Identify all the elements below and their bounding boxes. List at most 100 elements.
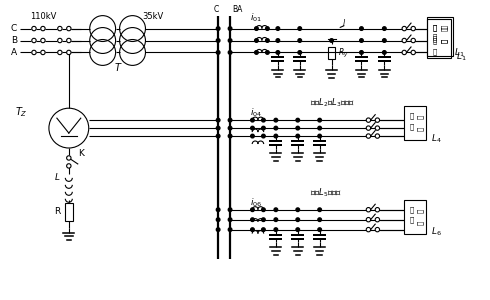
Circle shape xyxy=(274,208,278,211)
Circle shape xyxy=(402,26,406,31)
Circle shape xyxy=(298,51,301,54)
Circle shape xyxy=(228,51,232,54)
Circle shape xyxy=(383,27,386,30)
Circle shape xyxy=(41,26,45,31)
Circle shape xyxy=(216,134,220,138)
Text: 荷: 荷 xyxy=(433,35,437,42)
Circle shape xyxy=(255,39,258,42)
Circle shape xyxy=(32,50,36,55)
Circle shape xyxy=(298,27,301,30)
Circle shape xyxy=(411,26,416,31)
Text: $L_1$: $L_1$ xyxy=(454,46,465,59)
Circle shape xyxy=(274,126,278,130)
Circle shape xyxy=(262,218,265,221)
Circle shape xyxy=(41,38,45,43)
Circle shape xyxy=(266,51,269,54)
Circle shape xyxy=(360,39,363,42)
Circle shape xyxy=(255,27,258,30)
Text: 荷: 荷 xyxy=(409,123,414,130)
Bar xyxy=(328,47,335,59)
Circle shape xyxy=(216,27,220,30)
Text: 110kV: 110kV xyxy=(30,12,56,21)
Circle shape xyxy=(375,134,380,138)
Text: 负: 负 xyxy=(409,206,414,212)
Circle shape xyxy=(330,39,333,42)
Circle shape xyxy=(366,118,370,122)
Text: 线: 线 xyxy=(441,25,448,29)
Text: 线: 线 xyxy=(416,208,423,213)
Text: $T_Z$: $T_Z$ xyxy=(15,105,27,119)
Text: C: C xyxy=(214,5,219,14)
Text: B: B xyxy=(11,36,17,45)
Text: 35kV: 35kV xyxy=(142,12,163,21)
Text: $i_{06}$: $i_{06}$ xyxy=(250,196,262,209)
Circle shape xyxy=(411,38,416,43)
Circle shape xyxy=(274,228,278,231)
Circle shape xyxy=(32,38,36,43)
Circle shape xyxy=(318,228,321,231)
Circle shape xyxy=(216,51,220,54)
Circle shape xyxy=(296,126,299,130)
Circle shape xyxy=(228,27,232,30)
Text: $l$: $l$ xyxy=(343,17,346,28)
Bar xyxy=(404,106,426,140)
Circle shape xyxy=(67,50,71,55)
Circle shape xyxy=(251,134,254,138)
Circle shape xyxy=(58,26,62,31)
Circle shape xyxy=(375,126,380,130)
Text: 路: 路 xyxy=(416,221,423,225)
Text: K: K xyxy=(78,149,84,158)
Text: 路: 路 xyxy=(416,127,423,131)
Text: A: A xyxy=(11,48,17,57)
Text: $L_6$: $L_6$ xyxy=(431,226,441,238)
Circle shape xyxy=(67,164,71,168)
Circle shape xyxy=(251,228,254,231)
Circle shape xyxy=(366,208,370,212)
Bar xyxy=(65,203,73,221)
Circle shape xyxy=(262,208,265,211)
Circle shape xyxy=(67,156,71,160)
Circle shape xyxy=(375,218,380,222)
Circle shape xyxy=(251,208,254,211)
Text: BA: BA xyxy=(232,5,243,14)
Circle shape xyxy=(228,208,232,211)
Circle shape xyxy=(251,126,254,130)
Circle shape xyxy=(296,218,299,221)
Circle shape xyxy=(298,39,301,42)
Circle shape xyxy=(228,218,232,221)
Circle shape xyxy=(266,39,269,42)
Circle shape xyxy=(276,39,280,42)
Circle shape xyxy=(402,38,406,43)
Text: 荷: 荷 xyxy=(409,217,414,224)
Circle shape xyxy=(318,208,321,211)
Circle shape xyxy=(296,228,299,231)
Circle shape xyxy=(296,134,299,138)
Circle shape xyxy=(216,39,220,42)
Circle shape xyxy=(41,50,45,55)
Text: L: L xyxy=(54,173,59,182)
Text: C: C xyxy=(11,24,17,33)
Text: $i_{01}$: $i_{01}$ xyxy=(250,11,262,24)
Circle shape xyxy=(360,51,363,54)
Circle shape xyxy=(276,51,280,54)
Text: 路: 路 xyxy=(441,38,448,43)
Circle shape xyxy=(296,118,299,122)
Circle shape xyxy=(366,218,370,222)
Circle shape xyxy=(251,118,254,122)
Circle shape xyxy=(216,228,220,231)
Circle shape xyxy=(276,27,280,30)
Circle shape xyxy=(318,126,321,130)
Circle shape xyxy=(228,39,232,42)
Circle shape xyxy=(255,51,258,54)
Circle shape xyxy=(58,38,62,43)
Circle shape xyxy=(228,126,232,130)
Text: $L_1$: $L_1$ xyxy=(456,50,466,63)
Text: 路: 路 xyxy=(441,39,448,44)
Circle shape xyxy=(251,218,254,221)
Circle shape xyxy=(296,208,299,211)
Circle shape xyxy=(216,218,220,221)
Text: 线: 线 xyxy=(416,115,423,119)
Text: $R_y$: $R_y$ xyxy=(338,47,348,60)
Circle shape xyxy=(318,118,321,122)
Text: 线: 线 xyxy=(441,27,448,32)
